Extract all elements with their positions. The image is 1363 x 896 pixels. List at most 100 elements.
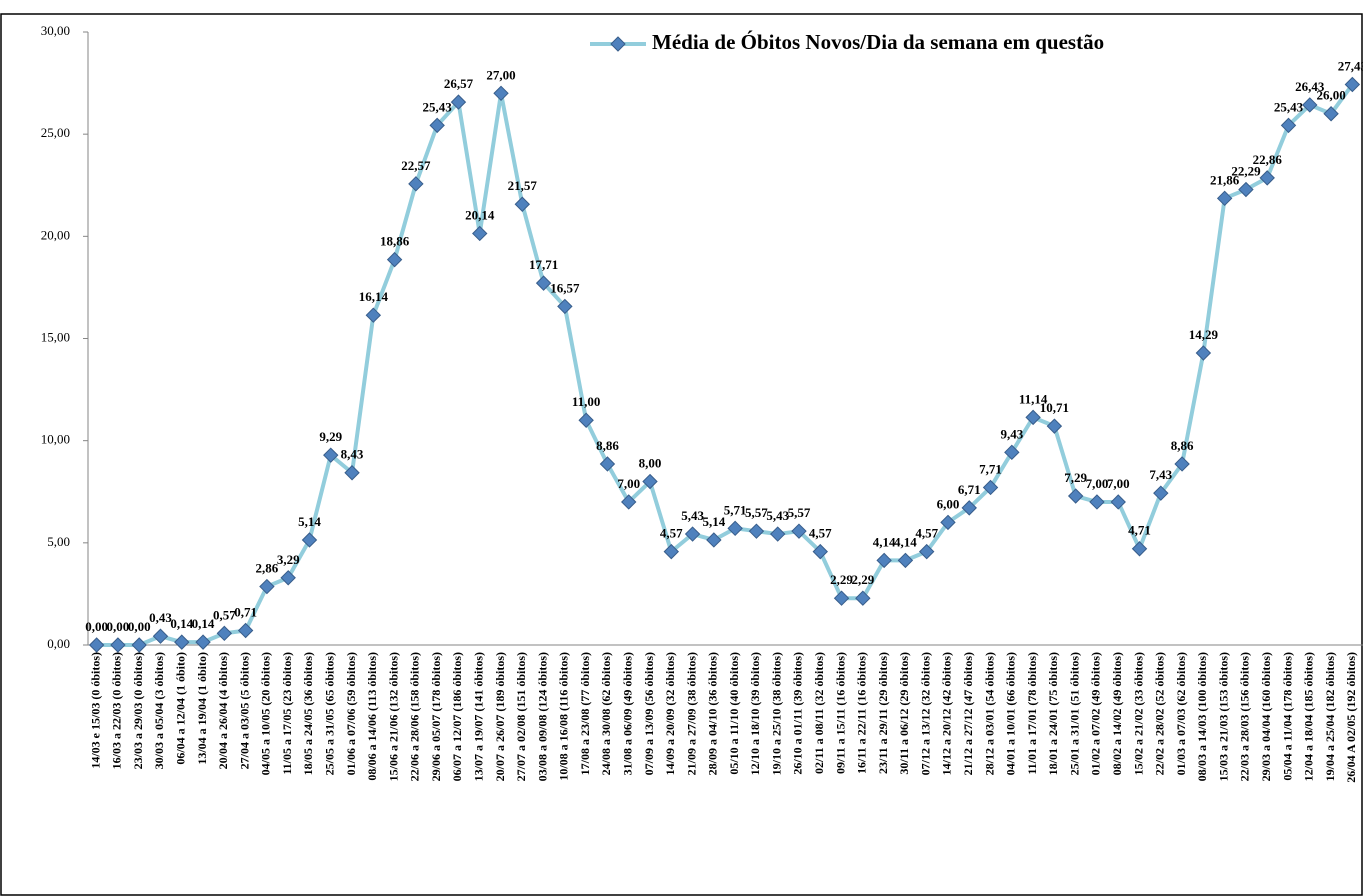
data-label: 4,57: [660, 526, 683, 541]
x-tick-label: 20/04 a 26/04 (4 óbitos): [216, 652, 230, 769]
marker: [897, 552, 914, 569]
marker: [110, 637, 126, 653]
data-label: 25,43: [423, 99, 453, 114]
data-label: 22,29: [1231, 164, 1261, 179]
data-label: 5,71: [724, 502, 747, 517]
marker: [450, 94, 467, 110]
data-label: 11,00: [572, 394, 601, 409]
marker: [1344, 76, 1361, 93]
marker: [1067, 488, 1084, 504]
x-tick-label: 14/12 a 20/12 (42 óbitos): [940, 652, 954, 775]
marker: [621, 494, 637, 510]
marker: [1195, 345, 1212, 361]
marker: [940, 514, 956, 531]
x-tick-label: 28/12 a 03/01 (54 óbitos): [982, 652, 996, 775]
marker: [152, 628, 169, 644]
y-tick-label: 5,00: [47, 534, 70, 549]
x-tick-label: 10/08 a 16/08 (116 óbitos): [557, 652, 571, 781]
marker: [386, 251, 403, 268]
x-tick-label: 04/05 a 10/05 (20 óbitos): [259, 652, 273, 775]
legend-marker: [610, 36, 626, 52]
marker: [578, 412, 594, 428]
data-label: 0,14: [170, 616, 193, 631]
x-tick-label: 07/09 a 13/09 (56 óbitos): [642, 652, 656, 775]
data-label: 25,43: [1274, 99, 1304, 114]
data-label: 0,43: [149, 610, 172, 625]
x-tick-label: 08/02 a 14/02 (49 óbitos): [1110, 652, 1124, 775]
x-tick-label: 11/01 a 17/01 (78 óbitos): [1025, 652, 1039, 775]
x-tick-label: 30/03 a 05/04 (3 óbitos): [152, 652, 166, 769]
marker: [88, 637, 105, 653]
x-tick-label: 20/07 a 26/07 (189 óbitos): [493, 652, 507, 781]
marker: [727, 520, 743, 537]
data-label: 5,14: [702, 514, 725, 529]
marker: [280, 570, 296, 586]
data-label: 17,71: [529, 257, 558, 272]
marker: [1089, 494, 1105, 510]
x-tick-label: 11/05 a 17/05 (23 óbitos): [280, 652, 294, 775]
data-label: 5,43: [766, 508, 789, 523]
data-label: 8,86: [596, 438, 619, 453]
y-tick-label: 15,00: [41, 329, 70, 344]
data-label: 14,29: [1189, 327, 1219, 342]
data-label: 4,14: [873, 534, 896, 549]
data-label: 9,29: [319, 429, 342, 444]
x-tick-label: 22/03 a 28/03 (156 óbitos): [1238, 652, 1252, 781]
x-tick-label: 15/02 a 21/02 (33 óbitos): [1131, 652, 1145, 775]
x-tick-label: 25/05 a 31/05 (65 óbitos): [323, 652, 337, 775]
marker: [961, 500, 977, 516]
data-label: 4,14: [894, 534, 917, 549]
data-label: 3,29: [277, 552, 300, 567]
data-label: 4,71: [1128, 523, 1151, 538]
data-label: 18,86: [380, 234, 410, 249]
x-tick-label: 30/11 a 06/12 (29 óbitos): [897, 652, 911, 775]
data-label: 8,00: [639, 456, 662, 471]
data-label: 16,57: [550, 280, 580, 295]
marker: [1174, 456, 1190, 472]
x-tick-label: 08/03 a 14/03 (100 óbitos): [1195, 652, 1209, 781]
marker: [344, 465, 360, 481]
marker: [770, 526, 786, 542]
data-label: 8,43: [341, 447, 364, 462]
x-tick-label: 08/06 a 14/06 (113 óbitos): [365, 652, 379, 781]
data-label: 22,86: [1253, 152, 1283, 167]
marker: [408, 176, 424, 192]
x-tick-label: 06/07 a 12/07 (186 óbitos): [450, 652, 464, 781]
marker: [1110, 494, 1126, 510]
marker: [514, 196, 531, 212]
data-label: 2,29: [851, 572, 874, 587]
x-tick-label: 14/09 a 20/09 (32 óbitos): [663, 652, 677, 775]
marker: [833, 590, 850, 606]
x-tick-label: 05/10 a 11/10 (40 óbitos): [727, 652, 741, 775]
x-tick-label: 31/08 a 06/09 (49 óbitos): [620, 652, 634, 775]
data-label: 11,14: [1019, 391, 1048, 406]
marker: [791, 523, 807, 539]
data-label: 4,57: [915, 526, 938, 541]
x-tick-label: 16/11 a 22/11 (16 óbitos): [855, 652, 869, 774]
marker: [1046, 418, 1063, 434]
data-label: 26,43: [1295, 79, 1325, 94]
x-tick-label: 13/04 a 19/04 (1 óbito): [195, 652, 209, 765]
x-tick-label: 29/06 a 05/07 (178 óbitos): [429, 652, 443, 781]
marker: [812, 543, 828, 560]
x-tick-label: 29/03 a 04/04 (160 óbitos): [1259, 652, 1273, 781]
marker: [642, 473, 658, 490]
data-label: 0,00: [107, 619, 130, 634]
marker: [535, 275, 552, 291]
x-tick-label: 26/10 a 01/11 (39 óbitos): [791, 652, 805, 775]
data-label: 10,71: [1040, 400, 1069, 415]
data-label: 2,29: [830, 572, 853, 587]
data-label: 2,86: [256, 561, 279, 576]
x-tick-label: 21/12 a 27/12 (47 óbitos): [961, 652, 975, 775]
marker: [195, 634, 211, 650]
x-tick-label: 22/06 a 28/06 (158 óbitos): [408, 652, 422, 781]
x-tick-label: 14/03 e 15/03 (0 óbitos): [88, 652, 102, 769]
legend-label: Média de Óbitos Novos/Dia da semana em q…: [652, 30, 1104, 54]
chart-frame: [0, 13, 1363, 896]
data-label: 5,14: [298, 514, 321, 529]
series-line: [96, 83, 1354, 647]
marker: [237, 622, 254, 639]
y-tick-label: 25,00: [41, 125, 70, 140]
x-tick-label: 06/04 a 12/04 (1 óbito): [174, 652, 188, 765]
